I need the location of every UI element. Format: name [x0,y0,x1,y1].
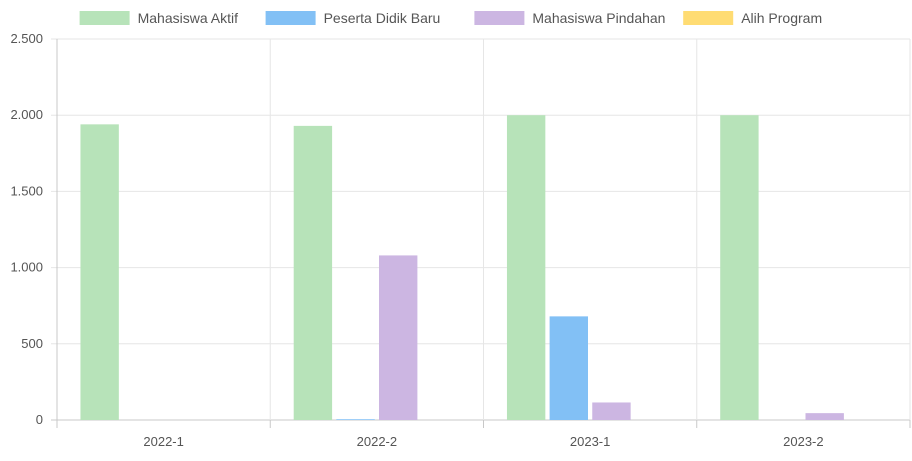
bar-mahasiswa-aktif [293,125,333,421]
legend-swatch [683,11,734,25]
grid-lines [51,38,911,421]
legend-label: Peserta Didik Baru [324,10,441,26]
y-tick-label: 2.500 [10,31,43,46]
bar-mahasiswa-aktif [720,115,759,420]
x-tick-label: 2022-1 [143,434,183,449]
x-tick-label: 2022-2 [357,434,397,449]
bars [80,115,844,421]
y-axis: 0 500 1.000 1.500 2.000 2.500 [10,31,43,427]
legend-label: Alih Program [741,10,822,26]
bar-mahasiswa-aktif [506,115,546,420]
legend-swatch [474,11,525,25]
y-tick-label: 1.500 [10,183,43,198]
legend-label: Mahasiswa Pindahan [532,10,665,26]
y-tick-label: 500 [21,336,43,351]
legend-item[interactable]: Alih Program [683,10,822,26]
bar-peserta-didik-baru [336,419,375,420]
x-tick-label: 2023-2 [783,434,823,449]
y-tick-label: 1.000 [10,260,43,275]
legend-swatch [79,11,130,25]
legend-swatch [265,11,316,25]
bar-mahasiswa-pindahan [592,402,631,420]
bar-mahasiswa-pindahan [805,413,844,420]
legend-item[interactable]: Mahasiswa Pindahan [474,10,665,26]
y-tick-label: 2.000 [10,107,43,122]
x-axis: 2022-1 2022-2 2023-1 2023-2 [56,420,911,449]
bar-peserta-didik-baru [549,316,588,420]
x-tick-label: 2023-1 [570,434,610,449]
legend: Mahasiswa Aktif Peserta Didik Baru Mahasis… [79,10,822,26]
legend-item[interactable]: Mahasiswa Aktif [79,10,238,26]
bar-mahasiswa-aktif [80,124,119,421]
bar-mahasiswa-pindahan [379,255,418,420]
y-tick-label: 0 [36,412,43,427]
legend-label: Mahasiswa Aktif [138,10,238,26]
legend-item[interactable]: Peserta Didik Baru [265,10,441,26]
